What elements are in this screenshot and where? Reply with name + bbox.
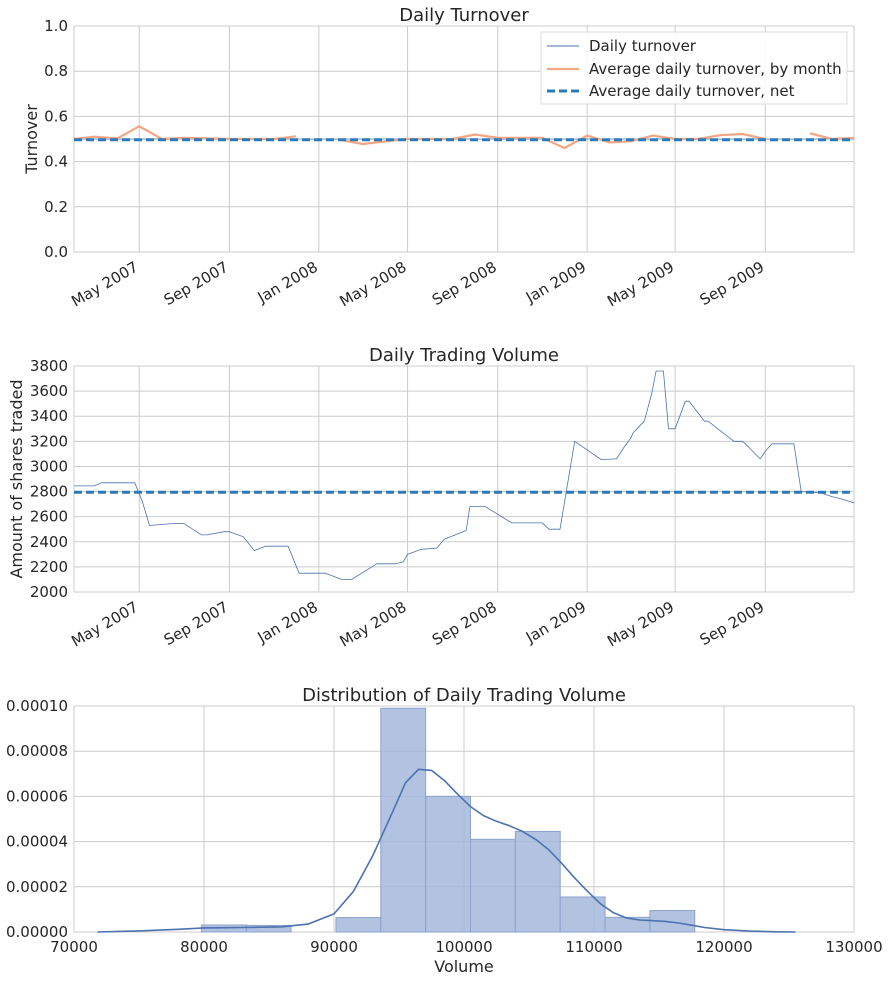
turnover-y-axis-label: Turnover [22,104,41,175]
x-tick-label: Sep 2007 [161,598,232,649]
x-tick-label: May 2008 [337,258,410,311]
legend-label-monthly: Average daily turnover, by month [589,60,842,78]
y-tick-label: 2000 [30,583,68,601]
x-tick-label: Jan 2008 [254,598,321,647]
histogram-bar [245,924,292,933]
y-tick-label: 0.00006 [6,787,68,805]
distribution-chart: 0.00000 0.00002 0.00004 0.00006 0.00008 0.000… [6,685,883,976]
x-tick-label: 80000 [180,938,228,956]
y-tick-label: 3600 [30,382,68,400]
y-tick-label: 0.00002 [6,878,68,896]
y-tick-label: 2600 [30,508,68,526]
x-tick-label: May 2008 [337,598,410,651]
x-tick-label: Sep 2009 [697,258,768,309]
x-tick-label: 90000 [310,938,358,956]
turnover-chart-title: Daily Turnover [399,5,529,26]
x-tick-label: Jan 2008 [254,258,321,307]
y-tick-label: 1.0 [44,17,68,35]
legend-label-daily: Daily turnover [589,37,697,55]
series-line [809,132,855,141]
y-tick-label: 0.2 [44,198,68,216]
volume-plot-area [73,365,855,593]
y-tick-label: 3400 [30,407,68,425]
x-tick-label: 130000 [825,938,882,956]
histogram-bar [514,830,561,933]
x-tick-label: Jan 2009 [522,258,589,307]
x-tick-label: 120000 [695,938,752,956]
series-line [73,125,297,141]
distribution-x-axis-label: Volume [434,957,494,976]
turnover-chart: 0.0 0.2 0.4 0.6 0.8 1.0 May 2007 Sep 2007 Jan 20… [22,5,855,311]
y-tick-label: 2200 [30,558,68,576]
y-tick-label: 2800 [30,483,68,501]
y-tick-label: 3800 [30,357,68,375]
volume-chart-title: Daily Trading Volume [369,345,559,366]
x-tick-label: 100000 [435,938,492,956]
x-tick-label: May 2007 [68,258,141,311]
x-tick-label: Sep 2007 [161,258,232,309]
y-tick-label: 0.00010 [6,697,68,715]
x-tick-label: 70000 [50,938,98,956]
x-tick-label: Sep 2009 [697,598,768,649]
volume-chart: 2000 2200 2400 2600 2800 3000 3200 3400 3600 3800… [7,345,855,651]
histogram-bar [335,917,382,933]
x-tick-label: 110000 [565,938,622,956]
series-line [74,370,855,580]
y-tick-label: 3200 [30,432,68,450]
histogram-bar [425,795,471,933]
histogram-bar [380,707,427,933]
histogram-bar [470,838,516,933]
y-tick-label: 0.0 [44,243,68,261]
x-tick-label: May 2009 [604,258,677,311]
x-tick-label: Jan 2009 [522,598,589,647]
y-tick-label: 0.00008 [6,742,68,760]
y-tick-label: 0.6 [44,107,68,125]
y-tick-label: 3000 [30,457,68,475]
y-tick-label: 0.4 [44,153,68,171]
kde-curve [97,768,796,933]
distribution-chart-title: Distribution of Daily Trading Volume [302,685,626,706]
legend-label-net: Average daily turnover, net [589,82,795,100]
y-tick-label: 0.00000 [6,923,68,941]
y-tick-label: 0.8 [44,62,68,80]
y-tick-label: 0.00004 [6,833,68,851]
x-tick-label: Sep 2008 [429,258,500,309]
histogram-bar [559,896,606,933]
legend-box [540,31,848,105]
y-tick-label: 2400 [30,533,68,551]
turnover-legend: Daily turnover Average daily turnover, b… [540,31,848,105]
x-tick-label: Sep 2008 [429,598,500,649]
x-tick-label: May 2009 [604,598,677,651]
volume-y-axis-label: Amount of shares traded [7,379,26,578]
x-tick-label: May 2007 [68,598,141,651]
